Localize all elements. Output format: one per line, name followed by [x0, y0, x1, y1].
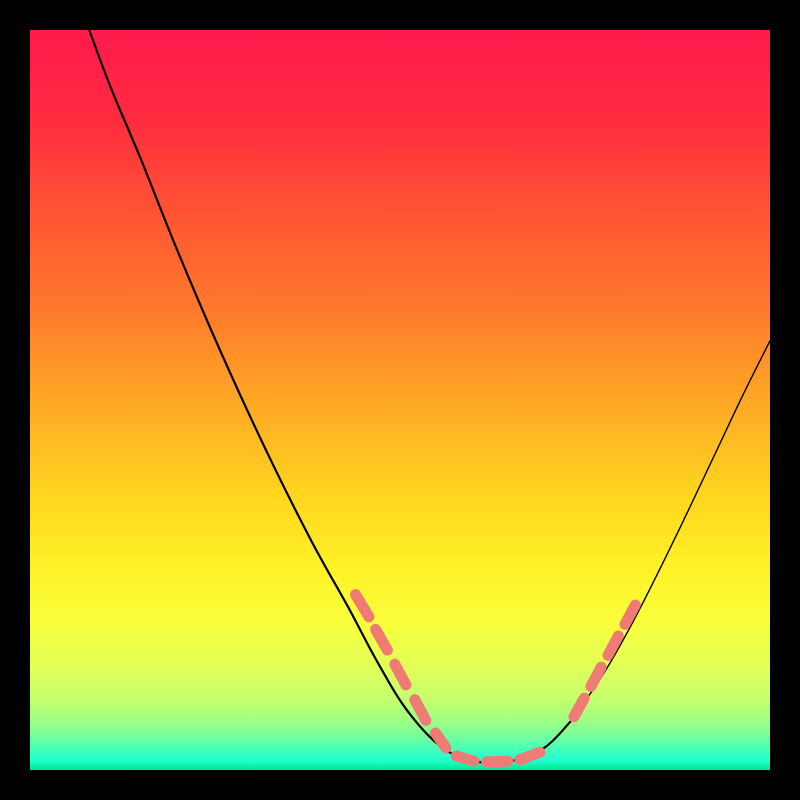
- dash-bottom-0: [456, 756, 474, 761]
- bottleneck-chart: [0, 0, 800, 800]
- dash-bottom-1: [487, 761, 508, 762]
- chart-frame: TheBottleneck.com: [0, 0, 800, 800]
- dash-bottom-2: [520, 752, 540, 759]
- plot-background: [30, 30, 770, 770]
